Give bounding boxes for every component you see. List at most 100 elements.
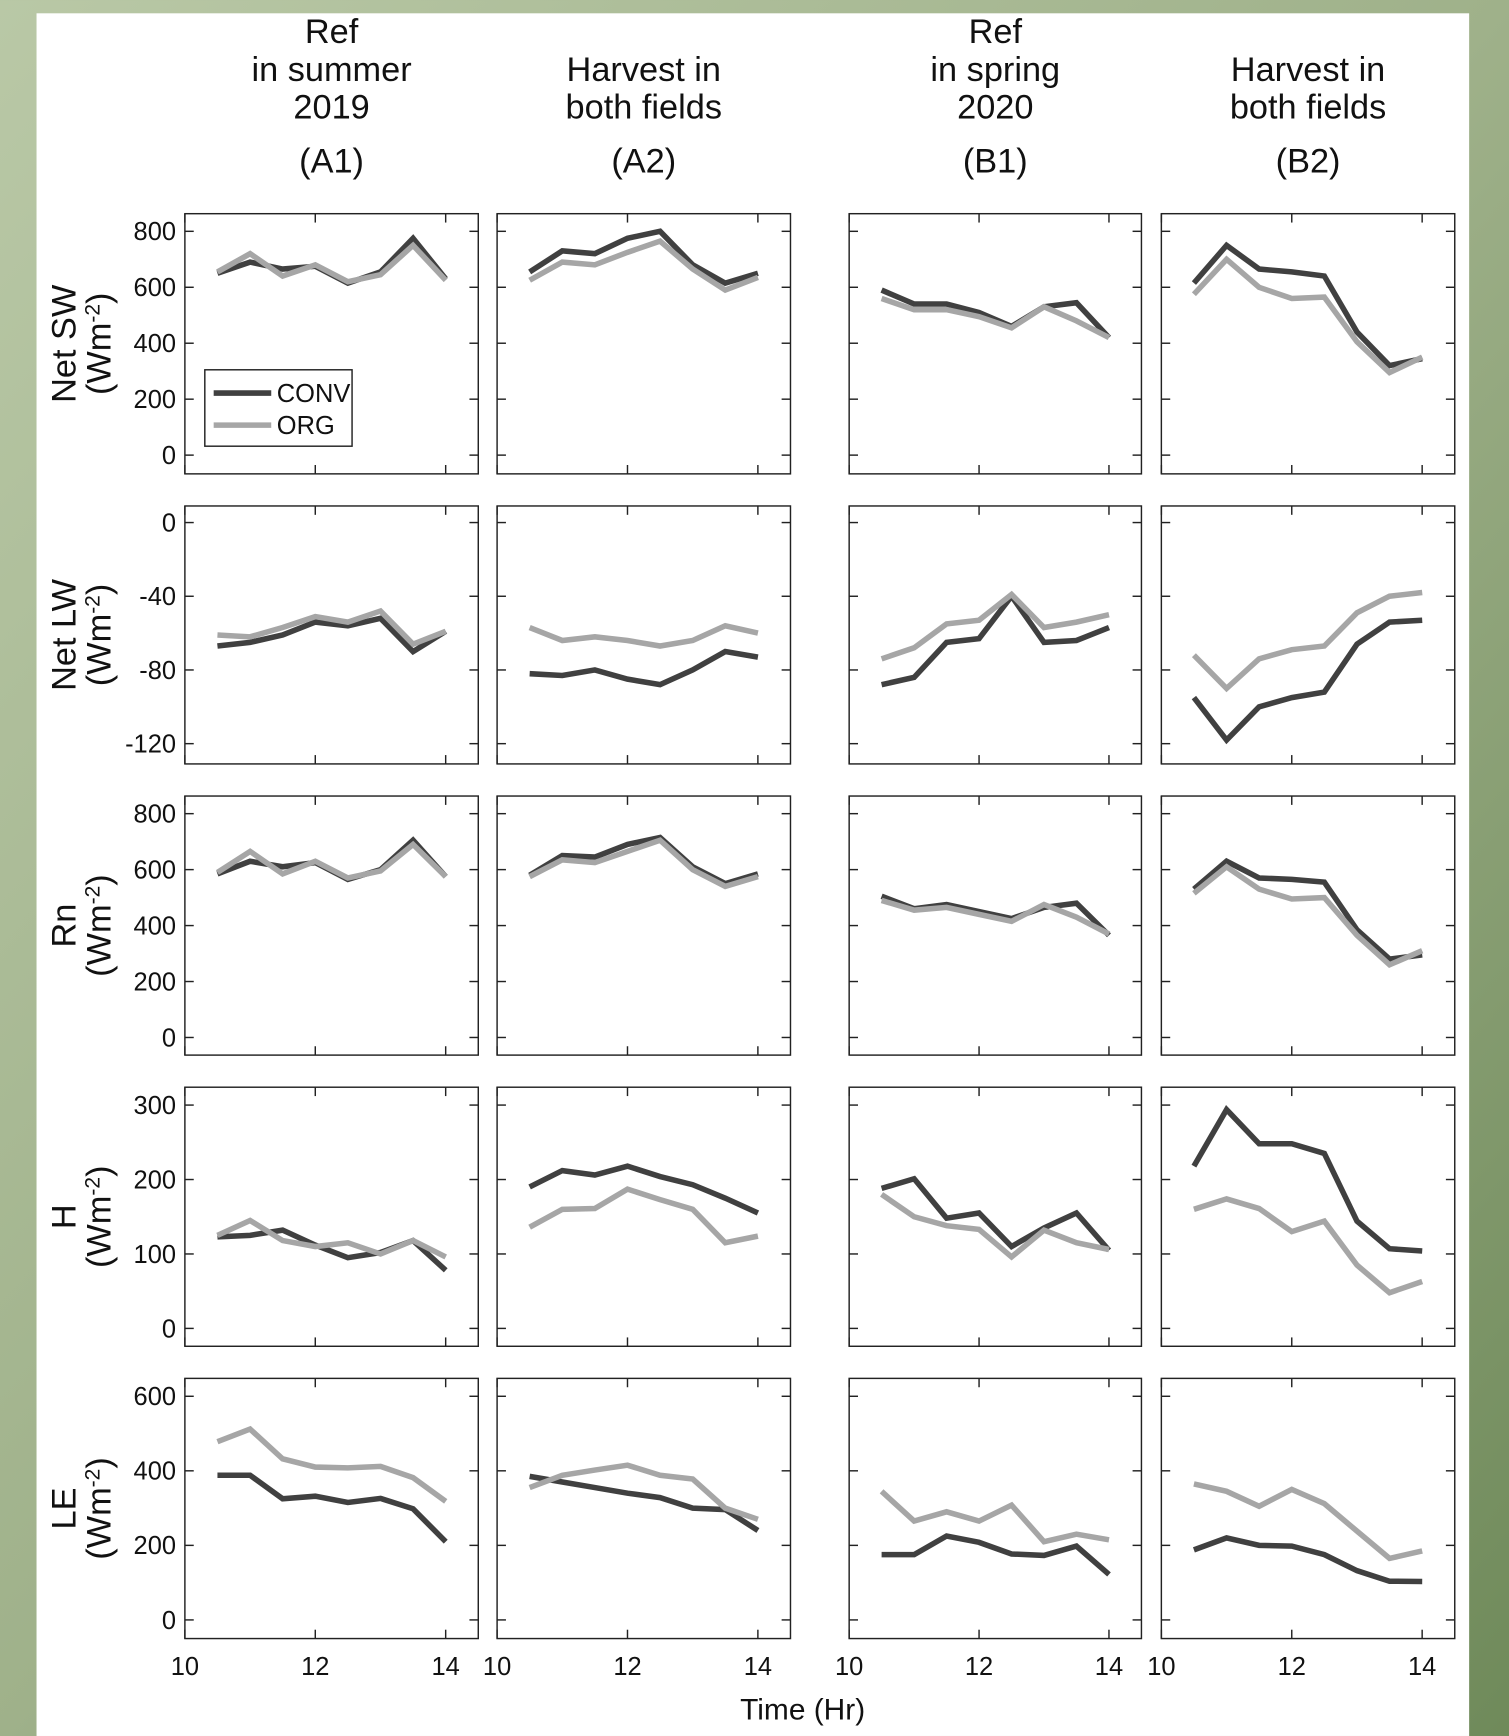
y-tick-label: -120 (125, 731, 176, 759)
y-tick-label: 800 (134, 801, 176, 829)
y-tick-label: 300 (134, 1092, 176, 1120)
column-label: (B2) (1276, 143, 1341, 181)
row-label: Net LW(Wm-2) (45, 578, 118, 690)
x-axis-label: Time (Hr) (740, 1693, 865, 1726)
column-title: in summer (252, 51, 412, 89)
y-tick-label: 400 (134, 1458, 176, 1486)
y-tick-label: 600 (134, 856, 176, 884)
row-label-name: LE (45, 1487, 83, 1529)
data-line (216, 1217, 447, 1260)
unit-text: ) (81, 1457, 119, 1468)
row-label-unit: (Wm-2) (81, 874, 119, 977)
x-tick-label: 10 (1147, 1653, 1175, 1681)
y-tick-label: 200 (134, 1166, 176, 1194)
column-title: in spring (930, 51, 1060, 89)
y-tick-label: 0 (162, 442, 176, 470)
data-line (528, 1163, 760, 1216)
y-tick-label: 200 (134, 1532, 176, 1560)
row-label-unit: (Wm-2) (81, 1457, 119, 1560)
unit-text: (Wm (81, 614, 119, 686)
data-line (529, 1473, 760, 1533)
unit-text: (Wm (81, 1487, 119, 1559)
data-line (1191, 241, 1423, 369)
row-label: Rn(Wm-2) (45, 874, 118, 977)
x-tick-label: 10 (483, 1653, 511, 1681)
x-tick-label: 10 (835, 1653, 863, 1681)
unit-exponent: -2 (81, 304, 104, 323)
plot-frame (184, 1086, 479, 1347)
column-label: (A2) (611, 143, 676, 181)
data-line (1191, 1104, 1423, 1254)
y-tick-label: 800 (134, 218, 176, 246)
data-line (1192, 863, 1424, 969)
x-tick-label: 10 (171, 1653, 199, 1681)
x-tick-label: 14 (1095, 1653, 1123, 1681)
row-label: Net SW(Wm-2) (45, 284, 118, 403)
y-tick-label: 600 (134, 1383, 176, 1411)
row-label-name: H (45, 1204, 83, 1229)
y-tick-label: 400 (134, 330, 176, 358)
plot-frame (496, 505, 792, 765)
plot-frame (184, 505, 479, 765)
data-line (216, 1425, 448, 1504)
y-tick-label: 200 (134, 968, 176, 996)
unit-text: ) (81, 584, 119, 595)
x-tick-label: 14 (1408, 1653, 1436, 1681)
data-line (880, 591, 1111, 688)
row-label-unit: (Wm-2) (81, 584, 119, 687)
row-label: H(Wm-2) (45, 1165, 118, 1268)
y-tick-label: 0 (162, 509, 176, 537)
column-title: both fields (1230, 88, 1386, 126)
column-title: 2019 (293, 88, 369, 126)
x-tick-label: 14 (744, 1653, 772, 1681)
row-label: LE(Wm-2) (45, 1457, 118, 1560)
column-title: Ref (969, 13, 1023, 51)
data-line (1191, 617, 1423, 745)
unit-exponent: -2 (81, 595, 104, 614)
data-line (529, 648, 759, 688)
data-line (880, 897, 1111, 937)
row-label-name: Net SW (45, 284, 83, 403)
column-title: 2020 (957, 88, 1033, 126)
plot-frame (848, 505, 1143, 765)
plot-frame (1160, 1377, 1456, 1640)
data-line (528, 228, 759, 287)
data-line (528, 622, 759, 649)
data-line (880, 590, 1110, 662)
x-tick-label: 12 (1278, 1653, 1306, 1681)
y-tick-label: 400 (134, 912, 176, 940)
y-tick-label: 200 (134, 386, 176, 414)
data-line (880, 1175, 1112, 1253)
row-label-unit: (Wm-2) (81, 293, 119, 396)
plot-frame (496, 1377, 792, 1640)
x-tick-label: 12 (965, 1653, 993, 1681)
unit-text: ) (81, 874, 119, 885)
data-line (880, 1192, 1110, 1261)
column-title: both fields (566, 88, 722, 126)
unit-text: (Wm (81, 904, 119, 976)
y-tick-label: -40 (139, 583, 176, 611)
x-tick-label: 12 (301, 1653, 329, 1681)
data-line (880, 295, 1111, 341)
legend-label: ORG (277, 412, 335, 440)
y-tick-label: 0 (162, 1024, 176, 1052)
unit-exponent: -2 (81, 1177, 104, 1196)
data-line (528, 1186, 759, 1246)
y-tick-label: 600 (134, 274, 176, 302)
data-line (1191, 255, 1424, 376)
x-tick-label: 14 (432, 1653, 460, 1681)
data-line (881, 1533, 1111, 1577)
unit-text: (Wm (81, 323, 119, 395)
data-line (215, 840, 448, 881)
column-label: (B1) (963, 143, 1028, 181)
data-line (1193, 1481, 1423, 1562)
data-line (1193, 1196, 1424, 1296)
unit-exponent: -2 (81, 886, 104, 905)
y-tick-label: 0 (162, 1607, 176, 1635)
column-label: (A1) (299, 143, 364, 181)
data-line (1191, 589, 1423, 693)
data-line (217, 615, 448, 656)
data-line (216, 241, 448, 285)
column-title: Harvest in (567, 51, 721, 89)
